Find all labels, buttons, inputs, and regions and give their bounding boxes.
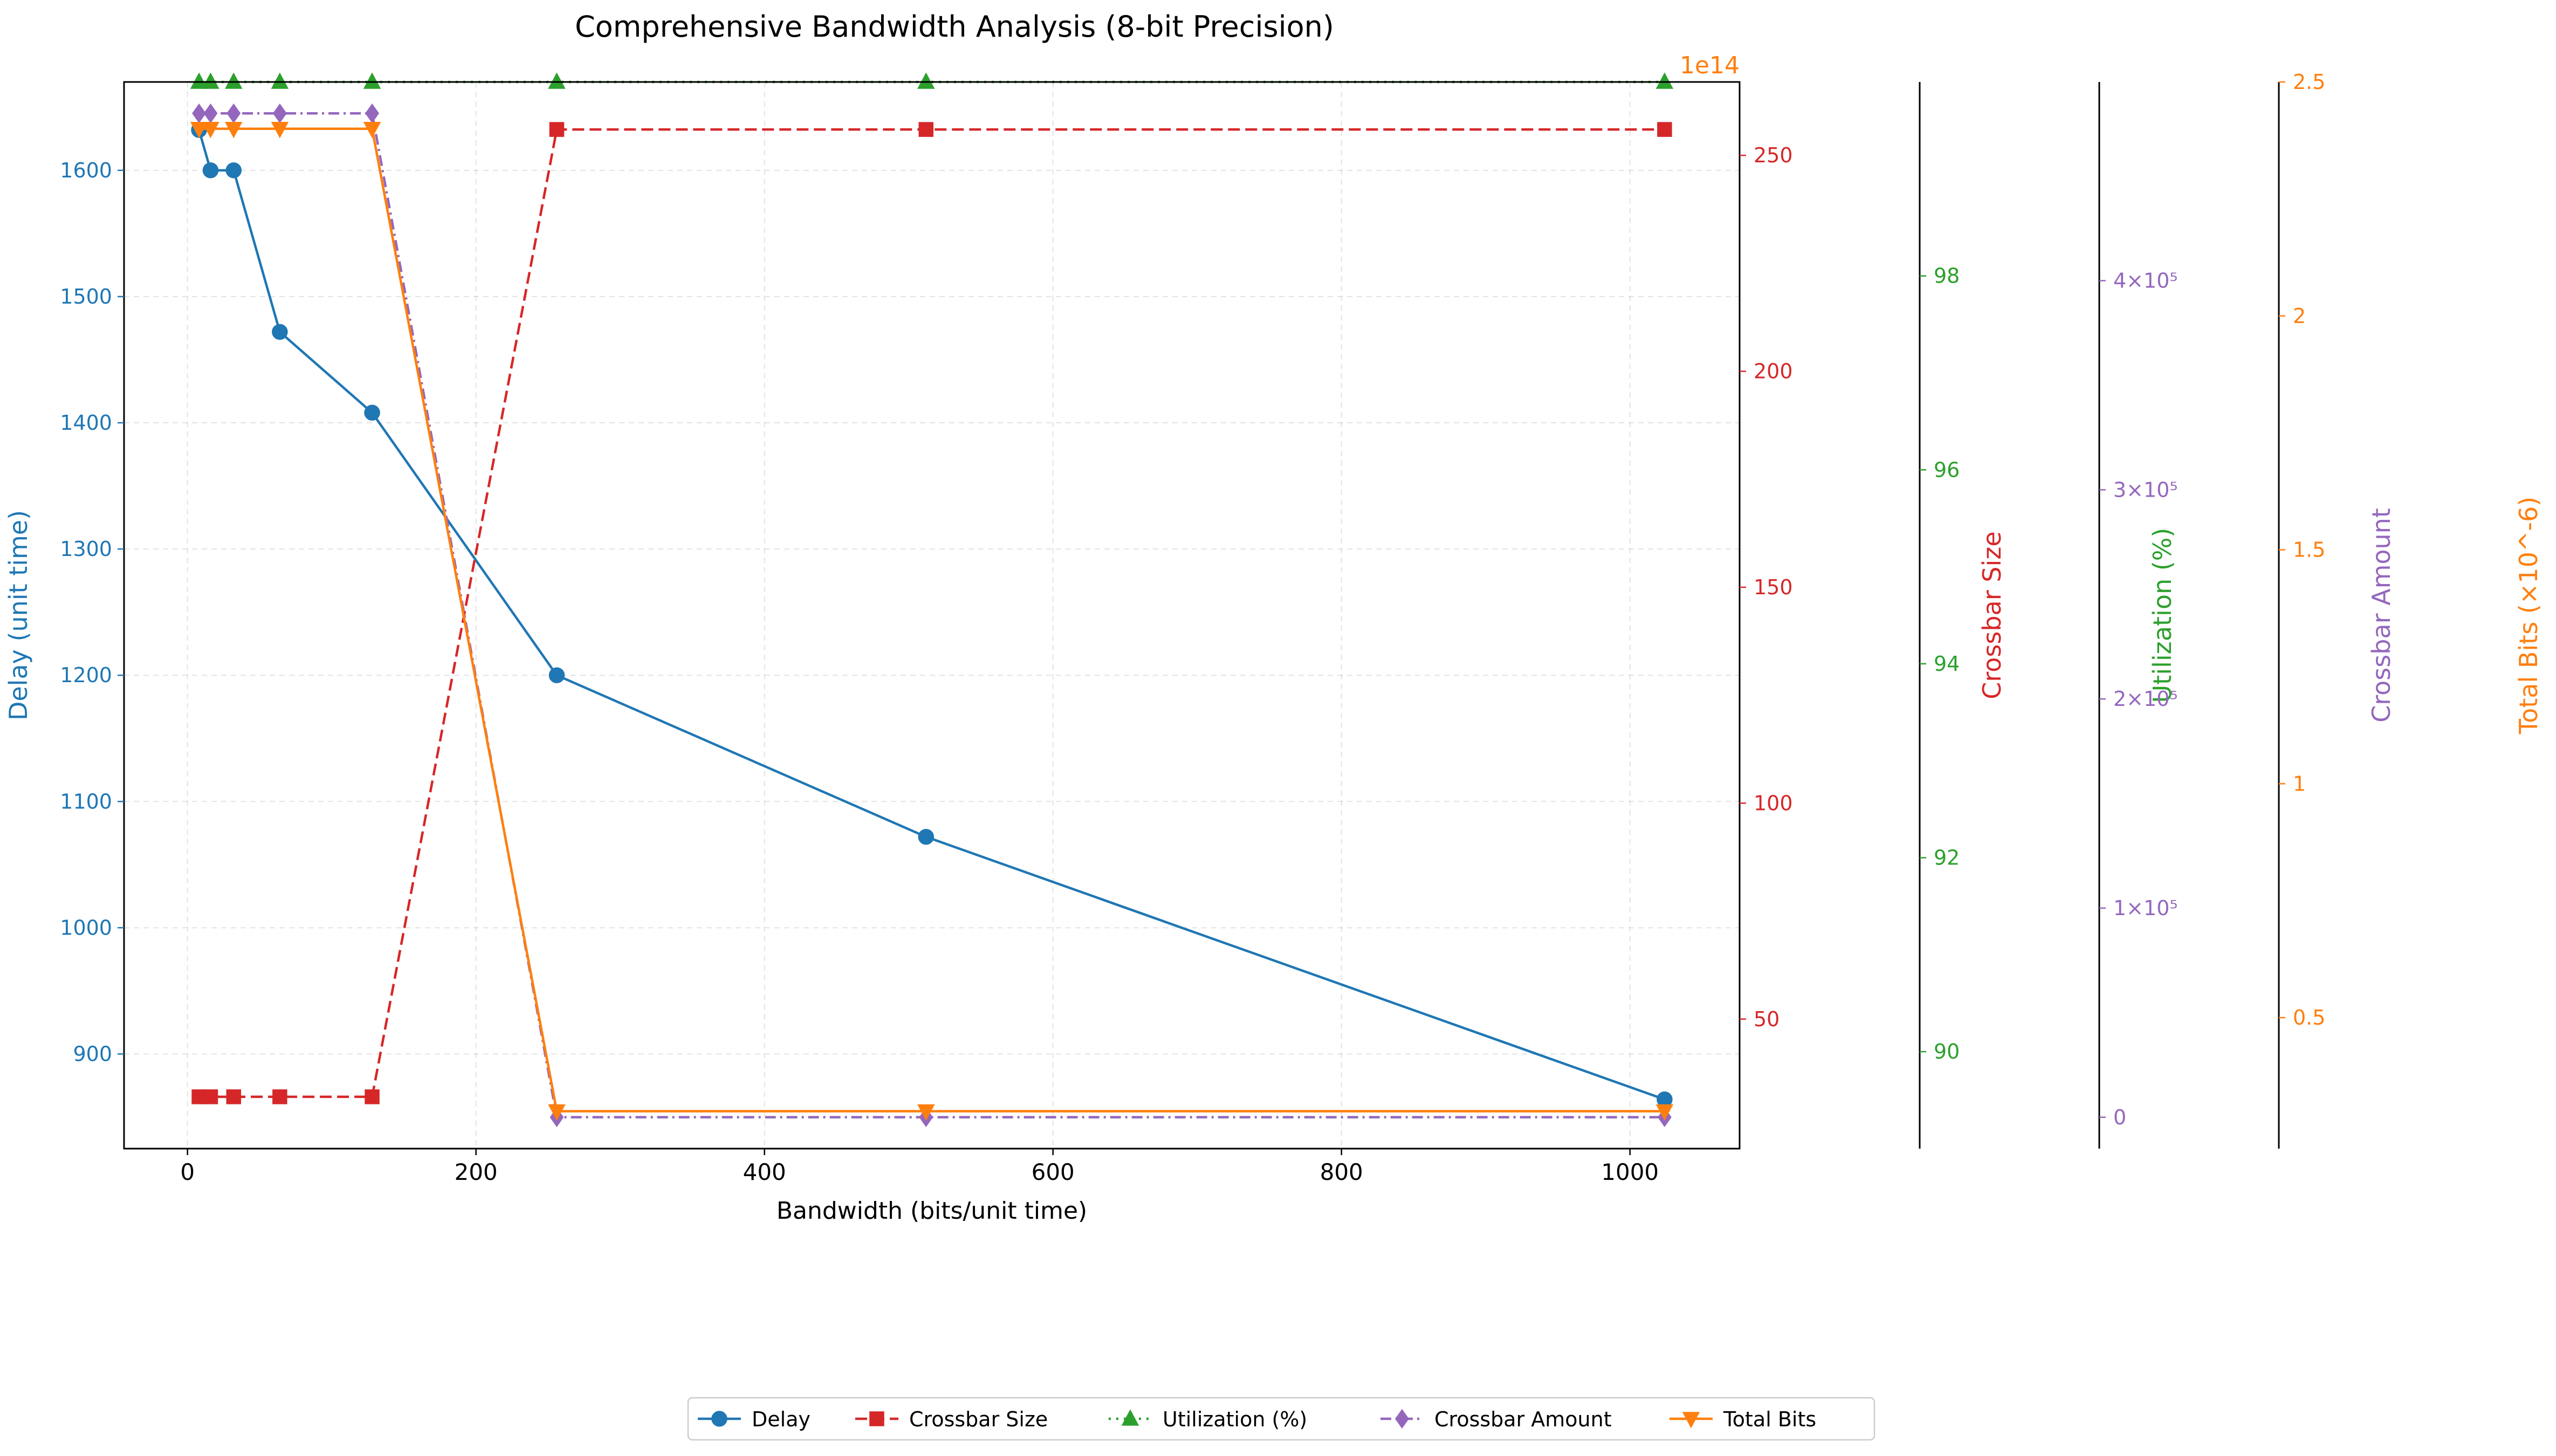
utilization-tick-label: 92 [1934, 846, 1960, 870]
delay-tick-label: 1600 [60, 159, 112, 182]
legend-item: Crossbar Amount [1380, 1407, 1612, 1431]
delay-tick-label: 1300 [60, 537, 112, 561]
legend-marker [1682, 1412, 1700, 1428]
crossbar_size-tick-label: 100 [1754, 791, 1793, 815]
data-point-crossbar_size [918, 122, 934, 137]
data-point-utilization [1655, 72, 1674, 89]
legend-label: Total Bits [1723, 1407, 1816, 1431]
delay-axis-label: Delay (unit time) [4, 510, 33, 720]
series-line-crossbar_size [199, 128, 1665, 1098]
data-point-total_bits [190, 122, 208, 139]
total_bits-tick-label: 0.5 [2293, 1006, 2325, 1029]
x-tick-label: 0 [180, 1159, 195, 1185]
x-tick-label: 600 [1032, 1159, 1075, 1185]
legend-item: Total Bits [1669, 1407, 1816, 1431]
series-crossbar_size [191, 122, 1672, 1104]
series-total_bits [190, 122, 1674, 1121]
data-point-utilization [202, 72, 219, 89]
crossbar_amount-tick-label: 2×10⁵ [2113, 687, 2178, 711]
x-tick-label: 200 [455, 1159, 498, 1185]
crossbar_size-axis-label: Crossbar Size [1977, 531, 2007, 699]
legend-marker [711, 1411, 727, 1427]
legend-marker [1121, 1409, 1139, 1426]
data-point-total_bits [548, 1104, 566, 1121]
crossbar_size-tick-label: 50 [1754, 1007, 1779, 1031]
series-delay [191, 122, 1673, 1108]
data-point-delay [272, 324, 288, 340]
utilization-tick-label: 98 [1934, 264, 1960, 288]
delay-tick-label: 900 [73, 1042, 112, 1066]
total_bits-tick-label: 1.5 [2293, 538, 2325, 562]
data-point-utilization [363, 72, 381, 89]
data-point-total_bits [363, 122, 381, 139]
crossbar_amount-tick-label: 4×10⁵ [2113, 269, 2178, 292]
crossbar_size-tick-label: 200 [1754, 360, 1793, 383]
plot-frame [123, 81, 1741, 1150]
crossbar_size-tick-label: 150 [1754, 575, 1793, 599]
data-point-utilization [917, 72, 935, 89]
legend-label: Utilization (%) [1163, 1407, 1307, 1431]
crossbar_amount-tick-label: 0 [2113, 1105, 2126, 1129]
data-point-total_bits [225, 122, 243, 139]
data-point-delay [548, 667, 565, 683]
legend-label: Delay [752, 1407, 810, 1431]
total_bits-axis-label: Total Bits (×10^-6) [2514, 497, 2543, 734]
legend-label: Crossbar Amount [1434, 1407, 1612, 1431]
x-axis-label: Bandwidth (bits/unit time) [777, 1197, 1087, 1225]
crossbar_amount-axis-label: Crossbar Amount [2367, 508, 2396, 723]
data-point-crossbar_size [365, 1089, 380, 1104]
delay-tick-label: 1000 [60, 916, 112, 939]
delay-tick-label: 1500 [60, 285, 112, 308]
data-point-delay [225, 162, 242, 178]
data-point-utilization [548, 72, 566, 89]
legend-marker [1395, 1409, 1409, 1429]
data-point-crossbar_size [226, 1089, 242, 1104]
data-point-delay [202, 162, 219, 178]
data-point-crossbar_size [549, 122, 565, 137]
crossbar_amount-tick-label: 1×10⁵ [2113, 896, 2178, 920]
legend-label: Crossbar Size [909, 1407, 1048, 1431]
data-point-crossbar_size [1657, 122, 1672, 137]
total_bits-offset-text: 1e14 [1680, 52, 1740, 79]
data-point-total_bits [1655, 1104, 1674, 1121]
utilization-tick-label: 94 [1934, 652, 1960, 676]
x-tick-label: 1000 [1601, 1159, 1659, 1185]
data-point-crossbar_size [272, 1089, 287, 1104]
data-point-total_bits [202, 122, 219, 139]
delay-tick-label: 1400 [60, 411, 112, 435]
delay-tick-label: 1100 [60, 789, 112, 813]
legend-item: Delay [698, 1407, 810, 1431]
data-point-delay [918, 829, 935, 845]
legend-item: Utilization (%) [1109, 1407, 1307, 1431]
x-tick-label: 800 [1320, 1159, 1363, 1185]
total_bits-tick-label: 1 [2293, 772, 2306, 795]
data-point-utilization [190, 72, 208, 89]
delay-tick-label: 1200 [60, 663, 112, 687]
data-point-delay [364, 404, 380, 421]
crossbar_amount-tick-label: 3×10⁵ [2113, 478, 2178, 502]
chart-title: Comprehensive Bandwidth Analysis (8-bit … [575, 10, 1334, 44]
utilization-axis-label: Utilization (%) [2148, 528, 2177, 703]
legend-frame [687, 1397, 1875, 1441]
data-point-utilization [225, 72, 243, 89]
data-point-total_bits [271, 122, 289, 139]
grid [124, 82, 1740, 1149]
data-point-crossbar_size [203, 1089, 218, 1104]
legend-item: Crossbar Size [855, 1407, 1048, 1431]
total_bits-tick-label: 2 [2293, 304, 2306, 328]
utilization-tick-label: 90 [1934, 1040, 1960, 1063]
x-tick-label: 400 [743, 1159, 786, 1185]
crossbar_size-tick-label: 250 [1754, 143, 1793, 167]
legend-marker [869, 1411, 884, 1426]
legend: Delay Crossbar Size Utilization (%) Crossba… [687, 1397, 1875, 1441]
total_bits-tick-label: 2.5 [2293, 70, 2325, 94]
data-point-total_bits [917, 1104, 935, 1121]
utilization-tick-label: 96 [1934, 458, 1960, 482]
x-axis: 0 200 400 600 800 1000 [180, 1149, 1659, 1185]
data-point-utilization [271, 72, 289, 89]
